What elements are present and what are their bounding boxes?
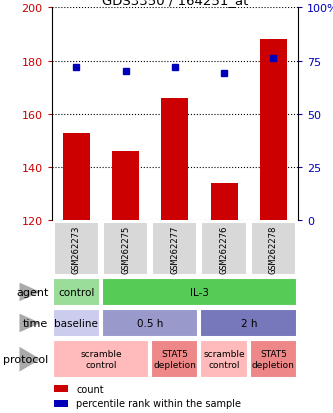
Text: scramble
control: scramble control — [80, 350, 122, 369]
Bar — [250, 340, 297, 378]
Text: time: time — [23, 318, 48, 328]
Text: GSM262273: GSM262273 — [72, 225, 81, 273]
Bar — [102, 309, 198, 337]
Bar — [161, 99, 188, 221]
Text: GSM262278: GSM262278 — [269, 225, 278, 273]
Bar — [54, 223, 99, 275]
Bar — [200, 309, 297, 337]
Bar — [53, 309, 100, 337]
Bar — [54, 400, 68, 407]
Text: agent: agent — [16, 287, 48, 297]
Bar — [152, 223, 197, 275]
Title: GDS3350 / 164251_at: GDS3350 / 164251_at — [102, 0, 248, 7]
Text: scramble
control: scramble control — [203, 350, 245, 369]
Text: GSM262277: GSM262277 — [170, 225, 179, 273]
Text: 0.5 h: 0.5 h — [137, 318, 164, 328]
Text: GSM262276: GSM262276 — [219, 225, 229, 273]
Polygon shape — [19, 283, 41, 301]
Text: GSM262275: GSM262275 — [121, 225, 130, 273]
Bar — [251, 223, 296, 275]
Text: count: count — [76, 384, 104, 394]
Bar — [53, 278, 100, 306]
Text: baseline: baseline — [54, 318, 98, 328]
Bar — [200, 340, 248, 378]
Bar — [103, 223, 148, 275]
Bar — [102, 278, 297, 306]
Bar — [53, 340, 149, 378]
Text: 2 h: 2 h — [240, 318, 257, 328]
Text: STAT5
depletion: STAT5 depletion — [154, 350, 196, 369]
Bar — [201, 223, 247, 275]
Polygon shape — [19, 314, 41, 332]
Bar — [112, 152, 139, 221]
Bar — [63, 133, 90, 221]
Bar — [151, 340, 198, 378]
Text: percentile rank within the sample: percentile rank within the sample — [76, 399, 241, 408]
Text: STAT5
depletion: STAT5 depletion — [252, 350, 295, 369]
Bar — [54, 385, 68, 392]
Bar — [210, 184, 238, 221]
Text: IL-3: IL-3 — [190, 287, 209, 297]
Polygon shape — [19, 347, 41, 372]
Text: protocol: protocol — [3, 354, 48, 364]
Bar — [260, 40, 287, 221]
Text: control: control — [58, 287, 95, 297]
